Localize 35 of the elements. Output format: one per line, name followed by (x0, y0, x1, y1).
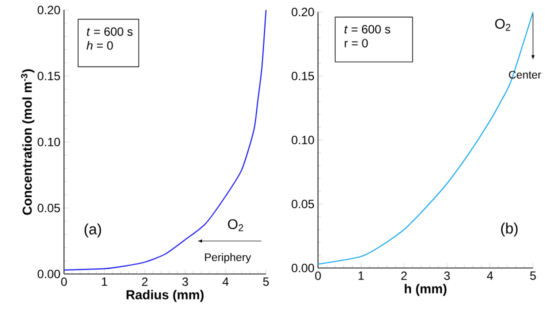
x-tick-label: 0 (61, 278, 67, 286)
y-tick-label: 0.00 (292, 264, 314, 272)
y-tick-label: 0.10 (292, 136, 314, 144)
x-axis-title: Radius (mm) (126, 290, 204, 302)
x-tick-label: 0 (315, 272, 321, 280)
annotation: (a) (84, 223, 102, 238)
annotation: r = 0 (344, 38, 368, 48)
y-tick-label: 0.15 (38, 72, 60, 80)
x-tick-label: 4 (486, 272, 493, 280)
x-tick-label: 4 (222, 278, 229, 286)
y-tick-label: 0.00 (38, 270, 60, 278)
annotation: t = 600 s (344, 25, 390, 34)
x-tick-label: 3 (182, 278, 188, 286)
y-tick-label: 0.05 (292, 200, 314, 208)
x-tick-label: 1 (102, 278, 108, 286)
y-tick-label: 0.10 (38, 138, 60, 146)
x-tick-label: 1 (358, 272, 364, 280)
x-axis-title: h (mm) (404, 284, 446, 296)
x-tick-label: 5 (263, 278, 269, 286)
y-tick-label: 0.05 (38, 204, 60, 212)
x-tick-label: 2 (401, 272, 407, 280)
x-tick-label: 2 (142, 278, 148, 286)
y-axis-title: Concentration (mol m$^{-3}$) (21, 69, 34, 215)
annotation: O$_{2}$ (495, 18, 510, 31)
annotation: t = 600 s (86, 27, 133, 36)
x-tick-label: 3 (444, 272, 450, 280)
y-tick-label: 0.20 (38, 6, 60, 14)
x-tick-label: 5 (530, 272, 536, 280)
annotation: Periphery (205, 253, 252, 264)
y-tick-label: 0.15 (292, 72, 314, 80)
annotation: h = 0 (86, 41, 113, 50)
line-series (63, 9, 267, 271)
annotation: O$_{2}$ (228, 219, 244, 232)
y-tick-label: 0.20 (292, 8, 314, 16)
annotation: (b) (501, 222, 518, 237)
